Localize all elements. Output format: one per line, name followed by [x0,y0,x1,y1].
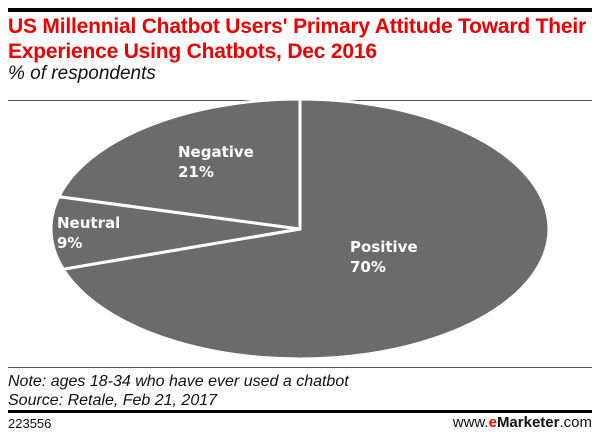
slice-label-negative: Negative [178,143,254,161]
slice-value-negative: 21% [178,163,214,181]
brand-prefix: www. [452,414,489,431]
pie-slice-neutral [49,195,302,271]
brand-name: Marketer [496,414,560,431]
footnote: Note: ages 18-34 who have ever used a ch… [8,372,349,410]
pie-slice-negative [57,97,302,231]
slice-value-neutral: 9% [57,234,82,252]
chart-id: 223556 [8,416,52,431]
slice-label-positive: Positive [350,238,418,256]
brand-suffix: .com [559,414,592,431]
chart-subtitle: % of respondents [8,63,156,84]
slice-value-positive: 70% [350,258,386,276]
chart-title: US Millennial Chatbot Users' Primary Att… [8,15,586,63]
brand-e: e [488,414,497,431]
slice-label-neutral: Neutral [57,214,120,232]
bottom-rule [8,410,592,413]
note-text: Note: ages 18-34 who have ever used a ch… [8,373,349,390]
pie-slice-positive [61,97,551,361]
top-rule [8,8,592,12]
source-text: Source: Retale, Feb 21, 2017 [8,392,218,409]
brand-logo: www.eMarketer.com [453,414,592,431]
note-rule [8,367,592,368]
